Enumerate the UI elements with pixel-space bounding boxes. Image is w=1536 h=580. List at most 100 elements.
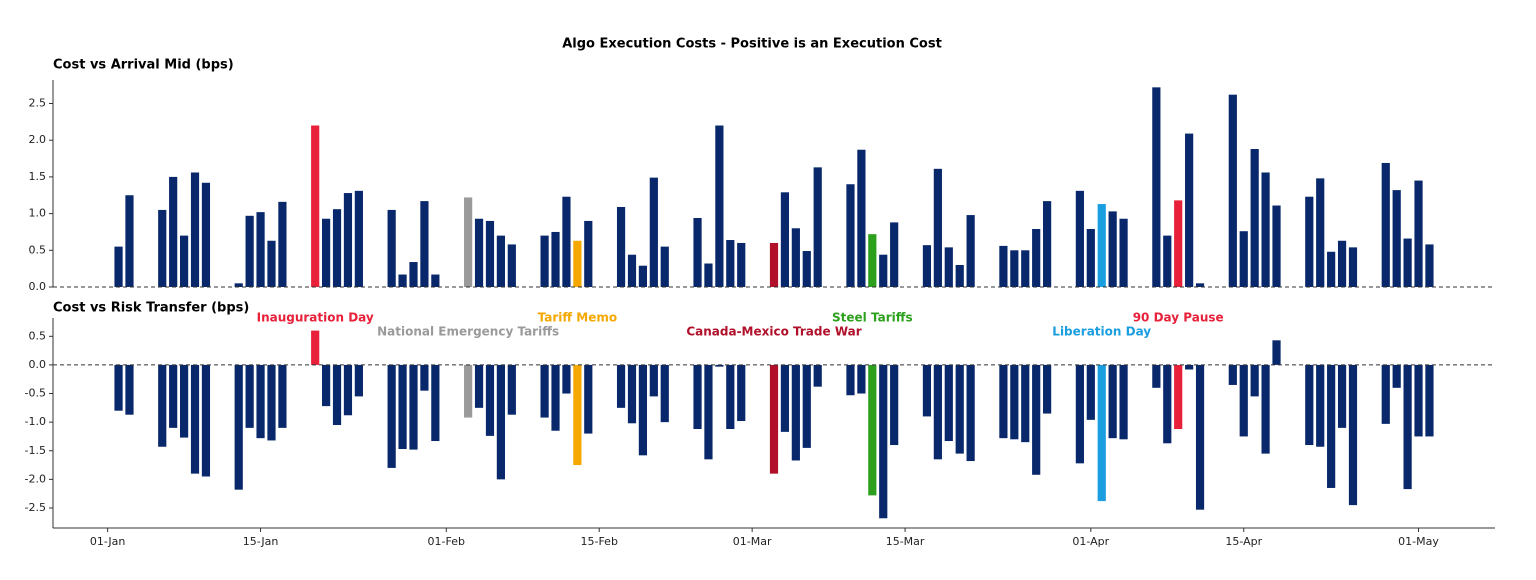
bar [573, 240, 582, 287]
annotation: 90 Day Pause [1133, 311, 1224, 325]
bar [1086, 364, 1095, 420]
bar [464, 364, 473, 418]
y-tick-label: 0.5 [29, 243, 47, 256]
bar [1305, 196, 1314, 287]
bar [999, 245, 1008, 287]
y-tick-label: 1.5 [29, 170, 47, 183]
x-tick-label: 15-Apr [1225, 535, 1262, 548]
bar [966, 364, 975, 462]
bar [1261, 172, 1270, 287]
bar [638, 265, 648, 287]
bar [791, 364, 800, 461]
y-tick-label: -1.5 [25, 444, 46, 457]
bar [562, 196, 571, 287]
x-tick-label: 15-Jan [243, 535, 279, 548]
y-tick-label: 2.5 [29, 96, 47, 109]
bar [1348, 247, 1358, 287]
bar [256, 364, 265, 439]
y-tick-label: -1.0 [25, 415, 46, 428]
bar [737, 242, 746, 287]
bar [114, 364, 123, 411]
bar [431, 364, 440, 442]
bar [409, 262, 418, 287]
y-tick-label: 2.0 [29, 133, 47, 146]
bar [551, 231, 560, 287]
bar [1403, 364, 1412, 490]
bar [802, 364, 811, 448]
bar [1348, 364, 1358, 506]
bar [868, 364, 877, 496]
bar [1119, 364, 1128, 440]
bar [813, 167, 822, 287]
bar [966, 215, 975, 287]
bar [234, 283, 243, 287]
bar [201, 364, 211, 477]
bar [1327, 364, 1336, 488]
bar [879, 364, 888, 519]
bar [660, 246, 669, 287]
bar [879, 254, 888, 287]
x-tick-label: 01-Feb [428, 535, 465, 548]
bar [1032, 229, 1041, 287]
bar [693, 364, 702, 430]
bar [343, 193, 353, 287]
chart-title: Algo Execution Costs - Positive is an Ex… [562, 37, 942, 52]
y-tick-label: 0.0 [29, 358, 47, 371]
bar [387, 364, 396, 468]
bar [922, 245, 932, 287]
bar [1381, 364, 1390, 424]
subplot-title: Cost vs Risk Transfer (bps) [53, 301, 249, 316]
bar [780, 192, 790, 287]
bar [398, 274, 407, 287]
bar [769, 364, 779, 474]
bar [1119, 218, 1128, 287]
bar [737, 364, 746, 421]
bar [1425, 364, 1434, 437]
bar [190, 364, 200, 474]
bar [311, 330, 320, 365]
bar [715, 364, 724, 367]
bar [562, 364, 571, 394]
bar [726, 364, 735, 430]
y-tick-label: -2.0 [25, 472, 46, 485]
bar [322, 218, 331, 287]
bar [354, 190, 363, 287]
x-tick-label: 15-Mar [886, 535, 925, 548]
bar [464, 197, 473, 287]
x-tick-label: 01-Jan [90, 535, 126, 548]
annotation: Inauguration Day [257, 311, 374, 325]
bar [234, 364, 243, 490]
bar [1195, 364, 1205, 510]
bar [332, 364, 342, 426]
x-tick-label: 15-Feb [580, 535, 617, 548]
bar [1195, 283, 1205, 287]
bar [857, 364, 866, 394]
bar [540, 235, 549, 287]
bar [693, 218, 702, 287]
bar [638, 364, 648, 456]
bar [1316, 364, 1325, 447]
bar [1228, 364, 1237, 385]
bar [584, 220, 593, 287]
bar [1250, 364, 1259, 397]
annotation: Tariff Memo [538, 311, 618, 325]
bar [1043, 364, 1052, 414]
bar [944, 247, 953, 287]
bar [944, 364, 953, 442]
bar [1327, 251, 1336, 287]
bar [1414, 180, 1423, 287]
bar [179, 364, 189, 438]
bar [1152, 87, 1161, 287]
bar [278, 201, 287, 287]
y-tick-label: 0.5 [29, 329, 47, 342]
bar [245, 215, 254, 287]
bar [1403, 238, 1412, 287]
bar [868, 234, 877, 287]
bar [1075, 364, 1084, 464]
annotation: National Emergency Tariffs [377, 325, 559, 339]
bar [1392, 364, 1401, 388]
bar [420, 364, 429, 391]
subplot-title: Cost vs Arrival Mid (bps) [53, 58, 234, 73]
bar [1239, 231, 1248, 287]
bar [616, 206, 626, 287]
